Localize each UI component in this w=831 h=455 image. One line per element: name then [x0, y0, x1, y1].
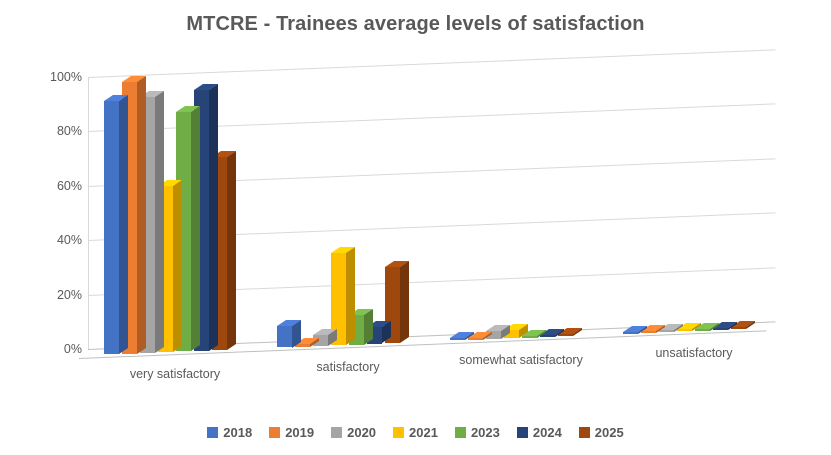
bar-front-face: [558, 334, 573, 337]
y-axis: 0% 20% 40% 60% 80% 100%: [36, 70, 82, 362]
bar-front-face: [295, 343, 310, 347]
x-axis-category-label: somewhat satisfactory: [459, 353, 583, 368]
legend-item-2018[interactable]: 2018: [207, 425, 252, 440]
bar-side-face: [173, 180, 182, 353]
bar-front-face: [486, 330, 501, 340]
bar-front-face: [468, 337, 483, 340]
bar-2024-unsatisfactory[interactable]: [713, 321, 737, 330]
bar-front-face: [504, 330, 519, 339]
legend-swatch-icon: [393, 427, 405, 438]
legend-item-2020[interactable]: 2020: [331, 425, 376, 440]
bar-front-face: [450, 338, 465, 341]
bar-2021-unsatisfactory[interactable]: [677, 323, 701, 332]
plot-area: [78, 49, 776, 362]
axis-wall-edge: [88, 77, 89, 349]
bar-2019-satisfactory[interactable]: [295, 337, 319, 347]
bar-2021-somewhat-satisfactory[interactable]: [504, 324, 528, 339]
bar-2021-satisfactory[interactable]: [331, 246, 355, 346]
bar-2018-somewhat-satisfactory[interactable]: [450, 332, 474, 341]
y-axis-tick-label: 40%: [56, 233, 82, 248]
bar-front-face: [331, 252, 346, 346]
bar-cluster: [104, 72, 236, 362]
bar-cluster: [623, 72, 755, 362]
bar-front-face: [641, 330, 656, 333]
x-axis-category-label: very satisfactory: [129, 366, 221, 381]
bar-2020-somewhat-satisfactory[interactable]: [486, 324, 510, 340]
legend-label: 2025: [594, 425, 624, 440]
y-axis-tick-label: 60%: [56, 178, 82, 193]
legend-item-2019[interactable]: 2019: [269, 425, 314, 440]
chart-title: MTCRE - Trainees average levels of satis…: [186, 13, 645, 35]
y-axis-tick-label: 20%: [56, 287, 82, 302]
legend-swatch-icon: [269, 427, 281, 438]
legend-item-2025[interactable]: 2025: [578, 425, 624, 440]
legend-item-2021[interactable]: 2021: [393, 425, 438, 440]
bar-front-face: [659, 330, 674, 333]
y-axis-tick-label: 0%: [63, 342, 82, 356]
bar-side-face: [364, 308, 373, 345]
legend-label: 2019: [285, 425, 315, 440]
bar-side-face: [155, 91, 164, 353]
bar-2020-satisfactory[interactable]: [313, 329, 337, 346]
bar-2025-unsatisfactory[interactable]: [731, 321, 755, 330]
bar-2024-somewhat-satisfactory[interactable]: [540, 328, 564, 337]
bar-2023-somewhat-satisfactory[interactable]: [522, 329, 546, 338]
bar-side-face: [119, 95, 128, 355]
legend-swatch-icon: [516, 427, 528, 438]
bar-front-face: [713, 327, 728, 330]
legend-label: 2018: [223, 425, 253, 440]
chart-legend: 2018 2019 2020 2021 2023 2024 2025: [0, 425, 831, 440]
bar-2018-satisfactory[interactable]: [277, 319, 301, 348]
bar-front-face: [623, 331, 638, 334]
legend-label: 2021: [409, 425, 438, 440]
legend-swatch-icon: [578, 427, 590, 438]
legend-swatch-icon: [454, 427, 466, 438]
bar-2023-unsatisfactory[interactable]: [695, 322, 719, 331]
bar-front-face: [522, 335, 537, 338]
bar-side-face: [227, 150, 236, 351]
y-axis-tick-label: 100%: [50, 70, 82, 84]
bar-cluster: [277, 72, 409, 362]
x-axis-category-label: unsatisfactory: [655, 346, 733, 361]
bar-cluster: [450, 72, 582, 362]
bar-2025-somewhat-satisfactory[interactable]: [558, 328, 582, 337]
bar-side-face: [191, 106, 200, 352]
bar-front-face: [104, 101, 119, 355]
legend-label: 2023: [470, 425, 500, 440]
legend-item-2024[interactable]: 2024: [516, 425, 562, 440]
bar-side-face: [137, 75, 146, 354]
bar-front-face: [731, 327, 746, 330]
bar-front-face: [313, 335, 328, 346]
legend-swatch-icon: [207, 427, 219, 438]
bar-2018-very-satisfactory[interactable]: [104, 95, 128, 355]
bar-2019-somewhat-satisfactory[interactable]: [468, 331, 492, 340]
legend-label: 2020: [347, 425, 377, 440]
y-axis-tick-label: 80%: [56, 124, 82, 139]
bar-2019-unsatisfactory[interactable]: [641, 324, 665, 333]
x-axis-category-label: satisfactory: [316, 359, 380, 374]
bar-2020-unsatisfactory[interactable]: [659, 324, 683, 333]
bar-front-face: [277, 325, 292, 348]
legend-label: 2024: [532, 425, 562, 440]
legend-item-2023[interactable]: 2023: [454, 425, 500, 440]
bar-front-face: [695, 328, 710, 331]
bar-side-face: [346, 246, 355, 346]
legend-swatch-icon: [331, 427, 343, 438]
bar-side-face: [209, 83, 218, 351]
bar-front-face: [677, 329, 692, 332]
bar-side-face: [400, 260, 409, 344]
bar-front-face: [540, 334, 555, 337]
bar-2018-unsatisfactory[interactable]: [623, 325, 647, 334]
